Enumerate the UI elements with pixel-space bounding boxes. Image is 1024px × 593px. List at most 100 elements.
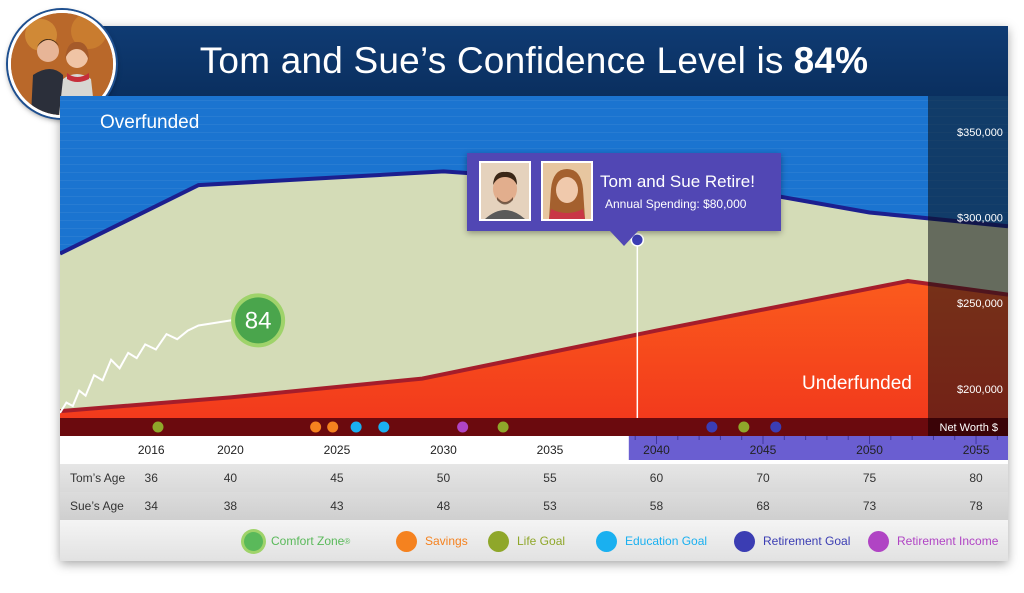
x-axis: 2016 2020 2025 2030 2035 2040 2045 2050 2055 [60,436,1008,464]
legend: Comfort Zone ® Savings Life Goal Education G… [60,520,1008,561]
tom-age-value: 55 [543,471,557,485]
x-tick-label: 2050 [856,443,883,457]
callout-subtitle: Annual Spending: $80,000 [605,197,747,211]
stripe [60,140,1008,141]
tom-age-value: 70 [756,471,770,485]
confidence-circle [235,297,282,344]
x-tick-label: 2020 [217,443,244,457]
legend-item-life-goal[interactable]: Life Goal [488,529,565,553]
sue-age-value: 73 [862,499,877,513]
confidence-history-line [60,317,242,414]
x-tick-label: 2025 [324,443,351,457]
stripe [60,132,1008,133]
milestone-markers [152,421,782,433]
x-tick-label: 2045 [750,443,777,457]
milestone-education-goal-dot [350,421,362,433]
milestone-life-goal-dot [152,421,164,433]
stripe [60,100,1008,101]
milestone-life-goal-dot [497,421,509,433]
milestone-savings-dot [327,421,339,433]
tom-photo [479,161,531,221]
milestone-life-goal-dot [738,421,750,433]
milestone-strip [60,418,1008,436]
minimum-boundary-line [60,278,1008,414]
overfunded-label: Overfunded [100,112,199,133]
registered-mark: ® [344,536,351,546]
sue-age-value: 53 [543,499,557,513]
legend-dot-icon [396,530,417,552]
man-portrait-icon [481,163,529,219]
woman-portrait-icon [543,163,591,219]
sue-age-value: 78 [969,499,983,513]
milestone-retirement-goal-dot [706,421,718,433]
page-title: Tom and Sue’s Confidence Level is 84% [60,26,1008,96]
header-bar [60,26,1008,96]
retire-callout: Tom and Sue Retire! Annual Spending: $80… [467,153,781,246]
legend-label: Retirement Income [897,534,999,548]
x-tick-label: 2016 [138,443,165,457]
confidence-chart: $350,000 $300,000 $250,000 $200,000 Overfun… [60,96,1008,436]
tom-age-label: Tom’s Age [70,471,126,485]
tom-age-value: 36 [144,471,158,485]
legend-label: Education Goal [625,534,708,548]
y-tick-label: $350,000 [957,127,1003,139]
y-tick-label: $200,000 [957,384,1003,396]
legend-label: Savings [425,534,468,548]
confidence-badge[interactable]: 84 [231,293,286,348]
stripe [60,124,1008,125]
sue-age-value: 38 [223,499,238,513]
sue-age-value: 43 [330,499,344,513]
y-tick-label: $250,000 [957,298,1003,310]
confidence-value: 84 [245,307,272,334]
title-confidence-value: 84% [793,40,869,81]
legend-item-confidence[interactable]: Comfort Zone ® [244,529,350,553]
net-worth-axis-label: Net Worth $ [940,422,999,434]
x-tick-label: 2055 [963,443,990,457]
milestone-education-goal-dot [378,421,390,433]
legend-dot-icon [734,530,755,552]
sue-age-label: Sue’s Age [70,499,124,513]
y-tick-label: $300,000 [957,213,1003,225]
sue-age-value: 48 [436,499,451,513]
sue-age-value: 34 [144,499,158,513]
tom-age-row: Tom’s Age 36 40 45 50 55 60 70 75 80 [60,464,1008,492]
callout-pointer [610,231,638,246]
tom-age-value: 50 [436,471,451,485]
legend-dot-icon [244,531,263,551]
y-axis-ticks: $350,000 $300,000 $250,000 $200,000 [957,127,1003,396]
legend-item-retirement-goal[interactable]: Retirement Goal [734,529,850,553]
x-tick-label: 2040 [643,443,670,457]
title-prefix: Tom and Sue’s Confidence Level is [199,40,784,81]
legend-label: Retirement Goal [763,534,851,548]
stripe [60,108,1008,109]
tom-age-value: 60 [649,471,664,485]
milestone-retirement-income-dot [457,421,469,433]
stripe [60,116,1008,117]
tom-age-value: 75 [862,471,877,485]
y-axis-panel [928,96,1008,418]
legend-label: Comfort Zone [271,534,345,548]
legend-label: Life Goal [517,534,566,548]
legend-dot-icon [596,530,617,552]
sue-age-value: 58 [649,499,664,513]
tom-age-value: 40 [223,471,238,485]
callout-title: Tom and Sue Retire! [600,172,755,191]
legend-item-education-goal[interactable]: Education Goal [596,529,707,553]
legend-dot-icon [868,530,889,552]
milestone-retirement-goal-dot [770,421,782,433]
x-tick-label: 2030 [430,443,457,457]
tom-age-value: 80 [969,471,983,485]
legend-item-savings[interactable]: Savings [396,529,468,553]
net-worth-label-bg [928,418,1008,436]
legend-dot-icon [488,530,509,552]
milestone-savings-dot [310,421,322,433]
underfunded-label: Underfunded [802,373,912,394]
x-axis-ticks: 2016 2020 2025 2030 2035 2040 2045 2050 2055 [138,436,998,457]
sue-age-value: 68 [756,499,770,513]
underfunded-area [60,281,1008,418]
sue-photo [541,161,593,221]
legend-item-retirement-income[interactable]: Retirement Income [868,529,998,553]
tom-age-value: 45 [330,471,344,485]
retirement-span [628,436,1008,460]
sue-age-row: Sue’s Age 34 38 43 48 53 58 68 73 78 [60,492,1008,520]
